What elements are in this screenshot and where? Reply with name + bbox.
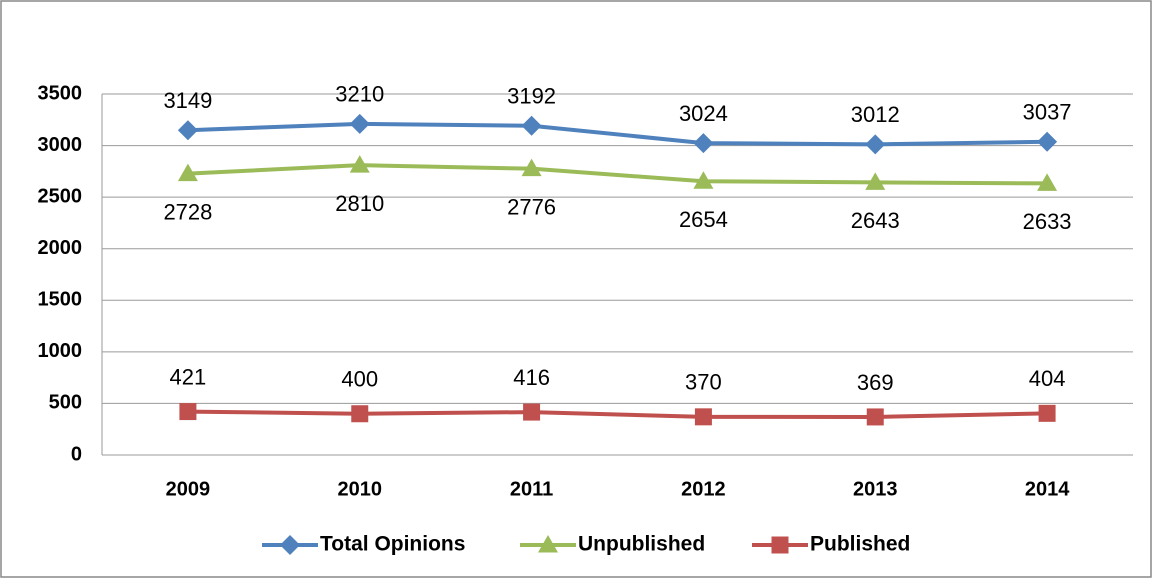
- series-line: [187, 163, 1048, 186]
- marker: [521, 115, 542, 136]
- marker: [771, 536, 789, 554]
- series-line: [187, 121, 1048, 147]
- marker: [177, 120, 198, 141]
- data-label: 2643: [851, 208, 900, 233]
- legend-label: Total Opinions: [320, 533, 465, 556]
- y-tick-label: 3000: [38, 134, 83, 156]
- series-line: [187, 409, 1048, 419]
- data-label: 3210: [335, 82, 384, 107]
- marker: [1037, 131, 1058, 152]
- y-tick-label: 2500: [38, 185, 83, 207]
- marker: [349, 113, 370, 134]
- x-tick-label: 2011: [510, 478, 553, 500]
- data-label: 404: [1029, 366, 1066, 391]
- marker: [538, 535, 558, 553]
- marker: [865, 134, 886, 155]
- marker: [1038, 404, 1056, 422]
- data-label: 3192: [507, 84, 556, 109]
- marker: [523, 403, 541, 421]
- marker: [693, 133, 714, 154]
- marker: [349, 155, 370, 173]
- y-tick-label: 1000: [38, 340, 83, 362]
- marker: [179, 403, 197, 421]
- x-tick-label: 2009: [166, 478, 211, 500]
- marker: [351, 405, 369, 423]
- x-tick-label: 2014: [1025, 478, 1070, 500]
- marker: [694, 408, 712, 426]
- y-tick-label: 500: [49, 392, 82, 414]
- y-tick-label: 3500: [38, 82, 83, 104]
- data-label: 2810: [335, 191, 384, 216]
- data-label: 400: [341, 367, 378, 392]
- y-tick-label: 0: [71, 443, 82, 465]
- data-label: 2633: [1023, 209, 1072, 234]
- data-label: 3149: [163, 88, 212, 113]
- x-tick-label: 2013: [853, 478, 898, 500]
- legend-label: Published: [810, 533, 910, 556]
- data-label: 369: [857, 370, 894, 395]
- marker: [521, 158, 542, 177]
- marker: [865, 172, 886, 190]
- data-label: 2728: [163, 199, 212, 224]
- data-label: 2654: [679, 207, 728, 232]
- x-tick-label: 2010: [338, 478, 383, 500]
- marker: [693, 171, 714, 189]
- x-tick-label: 2012: [681, 478, 726, 500]
- marker: [1037, 173, 1058, 191]
- data-label: 3037: [1023, 100, 1072, 125]
- data-label: 3012: [851, 102, 900, 127]
- legend-label: Unpublished: [578, 533, 705, 556]
- marker: [280, 535, 300, 555]
- data-label: 2776: [507, 194, 556, 219]
- marker: [177, 163, 198, 182]
- y-tick-label: 2000: [38, 237, 83, 259]
- data-label: 421: [170, 364, 207, 389]
- data-label: 416: [513, 365, 550, 390]
- data-label: 370: [685, 370, 722, 395]
- y-tick-label: 1500: [38, 289, 83, 311]
- data-label: 3024: [679, 101, 728, 126]
- marker: [866, 408, 884, 426]
